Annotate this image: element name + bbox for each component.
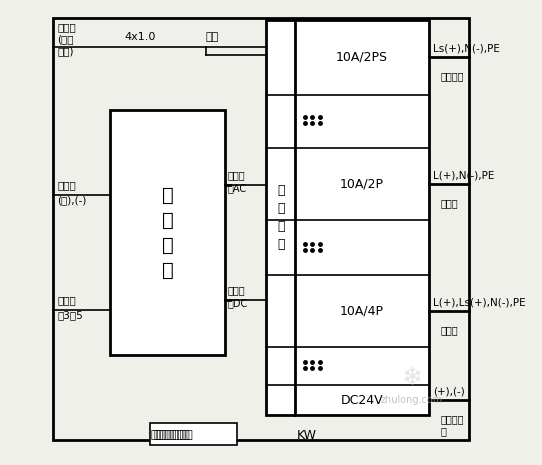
Text: 输
出
模
块: 输 出 模 块 <box>277 184 285 251</box>
Text: 10A/2PS: 10A/2PS <box>336 51 388 64</box>
Text: 地面导光
流: 地面导光 流 <box>441 414 464 436</box>
Bar <box>110 110 225 355</box>
Bar <box>150 423 236 445</box>
Text: 消防联: 消防联 <box>57 22 76 32</box>
Text: 非持续式: 非持续式 <box>441 72 464 81</box>
Text: 正常电: 正常电 <box>57 295 76 305</box>
Text: 可控式: 可控式 <box>441 325 458 335</box>
Text: 监控: 监控 <box>206 32 219 42</box>
Bar <box>266 20 429 415</box>
Text: 电
源
控
制: 电 源 控 制 <box>162 186 173 279</box>
Text: (强迫: (强迫 <box>57 34 74 44</box>
Text: 源DC: 源DC <box>228 298 248 308</box>
Text: 10A/2P: 10A/2P <box>340 178 384 191</box>
Text: Ls(+),N(-),PE: Ls(+),N(-),PE <box>433 44 500 53</box>
Text: 正常电: 正常电 <box>228 170 246 180</box>
Text: 持续式: 持续式 <box>441 198 458 208</box>
Text: 额定应急功率: 额定应急功率 <box>153 430 193 440</box>
Text: KW: KW <box>297 429 317 441</box>
Text: 4x1.0: 4x1.0 <box>125 32 156 42</box>
Text: (+),(-): (+),(-) <box>433 386 464 396</box>
Text: 点灯): 点灯) <box>57 46 74 56</box>
Text: 源AC: 源AC <box>228 183 247 193</box>
Text: 10A/4P: 10A/4P <box>340 305 384 318</box>
Text: 源3或5: 源3或5 <box>57 310 83 320</box>
Text: (撩),(-): (撩),(-) <box>57 195 87 205</box>
Text: zhulong.com: zhulong.com <box>380 395 443 405</box>
Text: L(+),N(-),PE: L(+),N(-),PE <box>433 170 494 180</box>
Text: 应急电: 应急电 <box>228 285 246 295</box>
Text: 额定应急功率: 额定应急功率 <box>150 430 190 440</box>
Text: 应急电: 应急电 <box>57 180 76 190</box>
Bar <box>53 18 469 440</box>
Text: L(+),Ls(+),N(-),PE: L(+),Ls(+),N(-),PE <box>433 297 526 307</box>
Text: DC24V: DC24V <box>341 393 383 406</box>
Text: ❄: ❄ <box>402 366 422 390</box>
